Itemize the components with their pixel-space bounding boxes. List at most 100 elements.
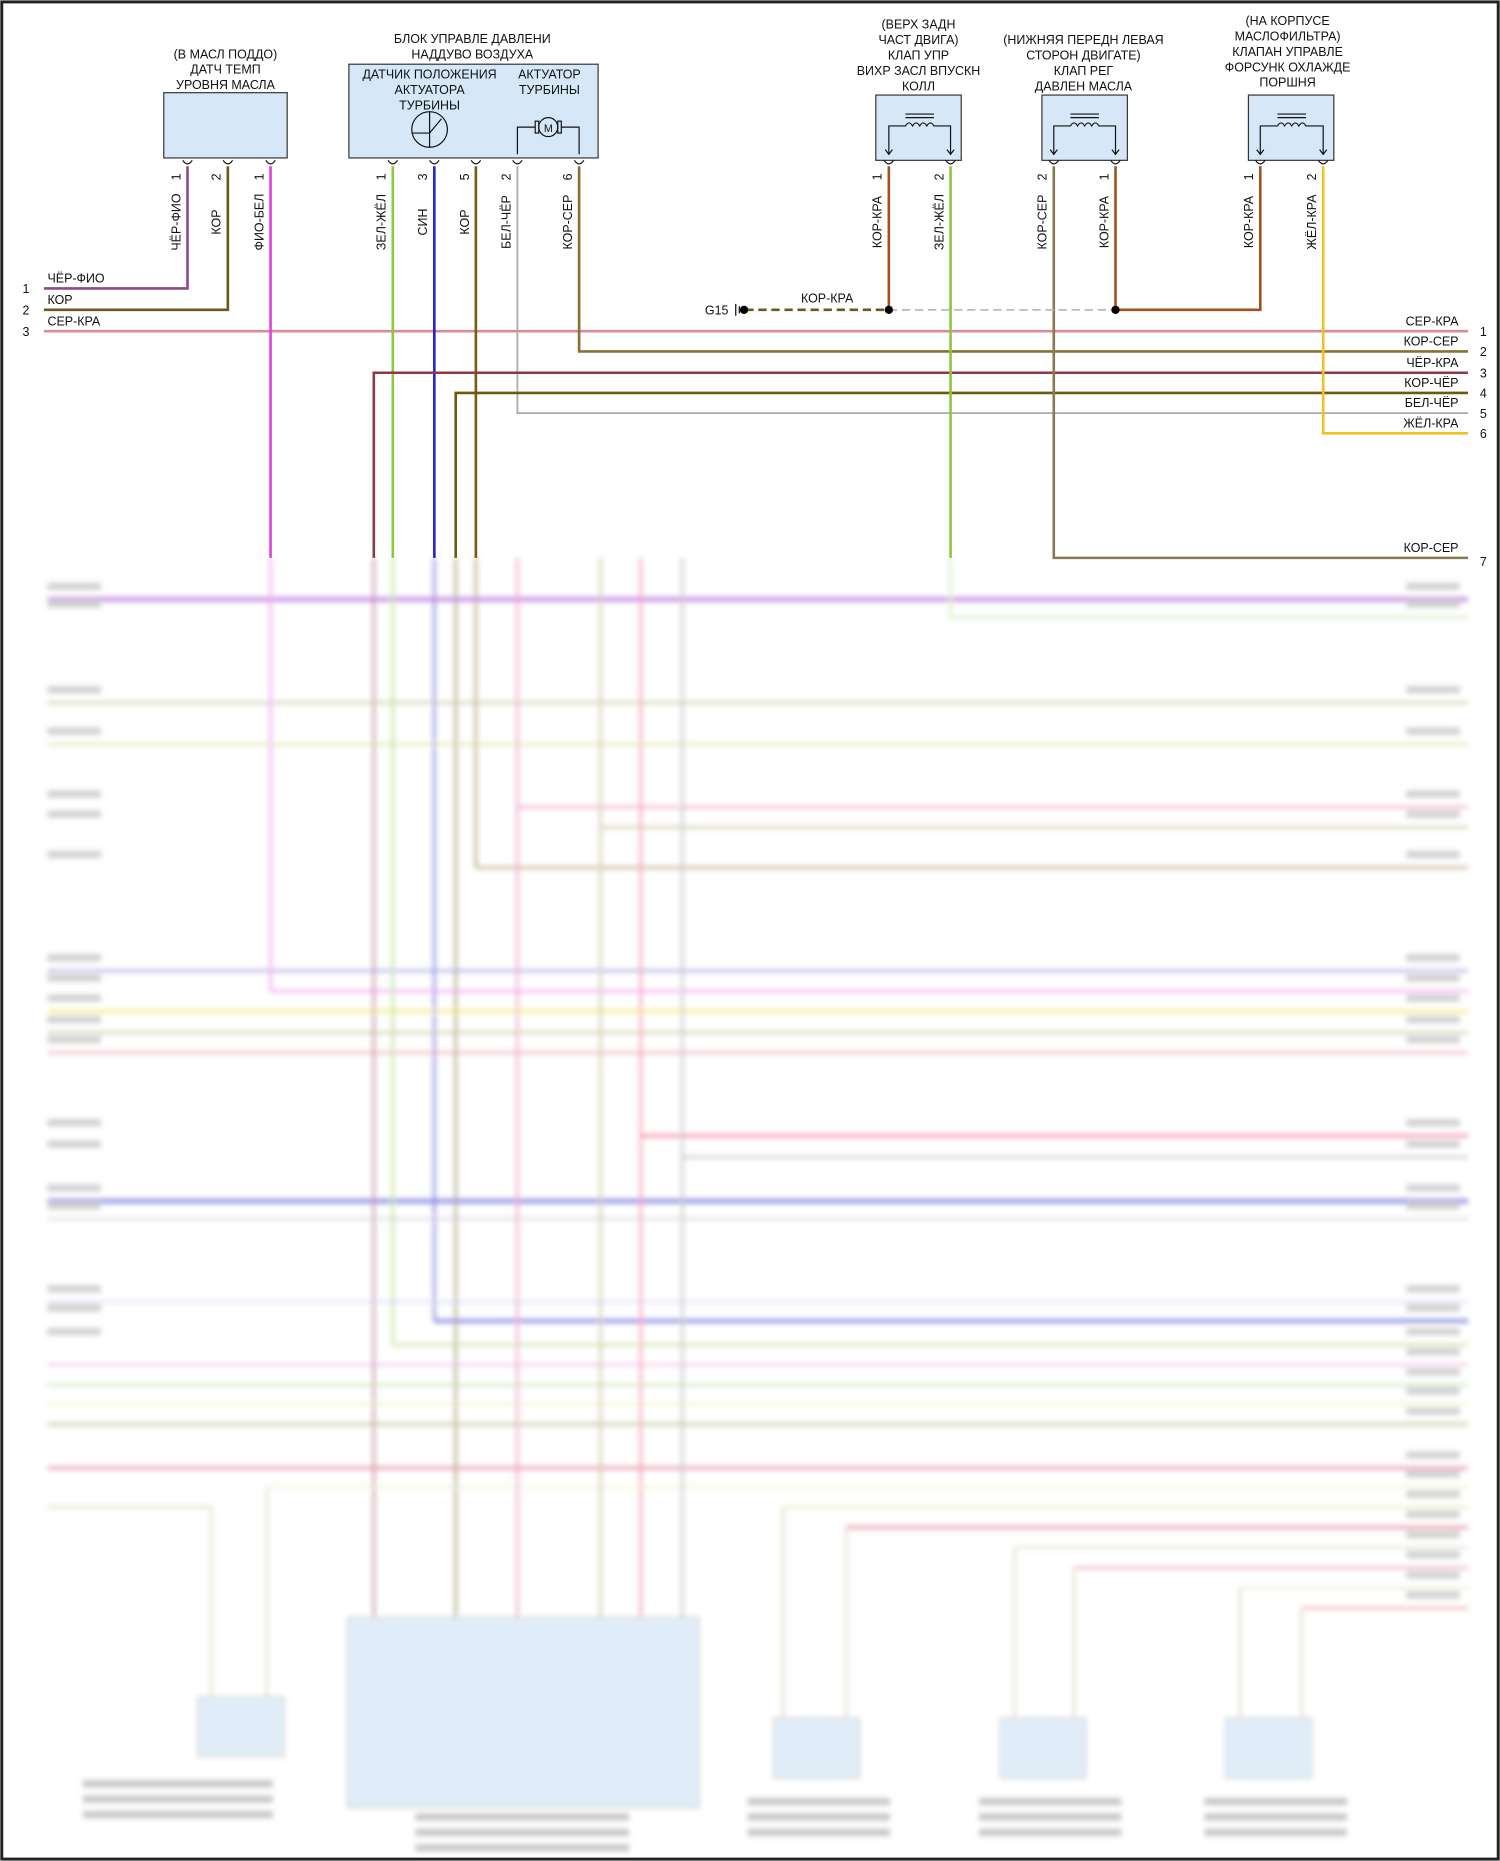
pin-number: 1: [252, 173, 266, 180]
right-pin-number: 6: [1480, 427, 1487, 441]
pin-number: 1: [1242, 173, 1256, 180]
wire-cher-kra: [372, 371, 1468, 558]
svg-text:(ВЕРХ ЗАДН: (ВЕРХ ЗАДН: [882, 18, 956, 32]
svg-text:ВИХР ЗАСЛ ВПУСКН: ВИХР ЗАСЛ ВПУСКН: [857, 64, 981, 78]
right-pin-number: 2: [1480, 345, 1487, 359]
solenoid-coil-icon: [1049, 113, 1120, 156]
svg-text:КОЛЛ: КОЛЛ: [902, 79, 935, 93]
pin-wire-label: КОР: [210, 209, 224, 234]
svg-text:ПОРШНЯ: ПОРШНЯ: [1259, 76, 1315, 90]
left-wire-label: КОР: [47, 293, 72, 307]
pin-wire-label: ФИО-БЕЛ: [252, 194, 266, 251]
pin-number: 5: [458, 173, 472, 180]
solenoid-icons: [884, 113, 1328, 156]
svg-text:(В МАСЛ ПОДДО): (В МАСЛ ПОДДО): [174, 47, 278, 61]
blurred-lower-section: [47, 557, 1468, 1852]
right-pin-number: 7: [1480, 555, 1487, 569]
oil-temp-sensor: (В МАСЛ ПОДДО) ДАТЧ ТЕМП УРОВНЯ МАСЛА: [163, 47, 288, 159]
motor-icon: [516, 117, 580, 155]
pin-number: 1: [1097, 173, 1111, 180]
svg-text:СТОРОН ДВИГАТЕ): СТОРОН ДВИГАТЕ): [1026, 48, 1140, 62]
right-wire-label: КОР-СЕР: [1404, 541, 1459, 555]
svg-text:(НИЖНЯЯ ПЕРЕДН ЛЕВАЯ: (НИЖНЯЯ ПЕРЕДН ЛЕВАЯ: [1003, 33, 1163, 47]
pin-wire-label: КОР-КРА: [1242, 195, 1256, 248]
wire-kor-ser-2: [1052, 166, 1468, 560]
pin-wire-label: КОР-СЕР: [1036, 195, 1050, 250]
right-wire-label: БЕЛ-ЧЁР: [1405, 396, 1459, 410]
pin-terminal: [573, 159, 585, 165]
right-pin-number: 1: [1480, 325, 1487, 339]
piston-cooling-valve: (НА КОРПУСЕ МАСЛОФИЛЬТРА) КЛАПАН УПРАВЛЕ…: [1225, 14, 1351, 161]
pin-terminal: [1255, 159, 1266, 165]
pin-terminal: [1110, 159, 1121, 165]
pin-terminal: [470, 159, 482, 165]
connector-labels: 1 ЧЁР-ФИО 2 КОР 3 СЕР-КРА СЕР-КРА 1 КОР-СЕР 2 ЧЁР-…: [23, 272, 1487, 570]
svg-text:ФОРСУНК ОХЛАЖДЕ: ФОРСУНК ОХЛАЖДЕ: [1225, 60, 1351, 74]
pin-wire-label: ЗЕЛ-ЖЁЛ: [375, 194, 389, 250]
ground-label: G15: [705, 304, 729, 318]
wires: [43, 166, 1468, 560]
svg-text:ДАВЛЕН МАСЛА: ДАВЛЕН МАСЛА: [1035, 79, 1133, 93]
svg-text:МАСЛОФИЛЬТРА): МАСЛОФИЛЬТРА): [1235, 29, 1341, 43]
pin-terminal: [182, 159, 193, 165]
pin-terminal: [429, 159, 440, 165]
solenoid-coil-icon: [884, 113, 955, 156]
left-wire-label: СЕР-КРА: [47, 314, 100, 328]
right-pin-number: 5: [1480, 407, 1487, 421]
pin-wire-label: КОР-КРА: [1097, 195, 1111, 248]
solenoid-coil-icon: [1256, 113, 1328, 156]
pin-terminal: [1048, 159, 1060, 165]
wire-kor-cher: [454, 391, 1468, 558]
pin-number: 1: [169, 173, 183, 180]
pin-number: 6: [561, 173, 575, 180]
right-wire-label: ЖЁЛ-КРА: [1403, 416, 1459, 430]
pin-wire-label: ЖЁЛ-КРА: [1305, 194, 1319, 250]
right-wire-label: ЧЁР-КРА: [1406, 356, 1459, 370]
pin-number: 3: [416, 173, 430, 180]
ground-wire-label: КОР-КРА: [801, 292, 854, 306]
pin-wire-label: КОР-КРА: [871, 195, 885, 248]
pin-terminal: [222, 159, 234, 165]
pin-terminal: [512, 159, 523, 165]
wire-kor-ser: [577, 166, 1468, 353]
svg-text:АКТУАТОР: АКТУАТОР: [518, 67, 581, 81]
svg-text:КЛАП УПР: КЛАП УПР: [888, 48, 949, 62]
pin-number: 2: [210, 173, 224, 180]
svg-text:ЧАСТ ДВИГА): ЧАСТ ДВИГА): [878, 33, 958, 47]
right-wire-label: КОР-СЕР: [1404, 334, 1459, 348]
pin-wire-label: КОР-СЕР: [561, 195, 575, 250]
svg-text:ТУРБИНЫ: ТУРБИНЫ: [519, 83, 580, 97]
pin-wire-label: ЗЕЛ-ЖЁЛ: [932, 194, 946, 250]
wire-kor: [43, 166, 230, 312]
right-wire-label: СЕР-КРА: [1406, 314, 1459, 328]
ground-icon: [739, 305, 749, 315]
pin-wire-label: БЕЛ-ЧЁР: [499, 195, 513, 249]
pin-labels: 1 ЧЁР-ФИО 2 КОР 1 ФИО-БЕЛ 1 ЗЕЛ-ЖЁЛ 3 СИН 5 КОР 2 БЕЛ…: [169, 159, 1329, 251]
svg-text:КЛАПАН УПРАВЛЕ: КЛАПАН УПРАВЛЕ: [1232, 45, 1343, 59]
ground-symbol: [735, 303, 740, 316]
svg-text:ТУРБИНЫ: ТУРБИНЫ: [399, 98, 460, 112]
svg-text:ДАТЧ ТЕМП: ДАТЧ ТЕМП: [190, 63, 260, 77]
pin-terminal: [265, 159, 276, 165]
wire-bel-cher: [516, 166, 1468, 414]
svg-text:КЛАП РЕГ: КЛАП РЕГ: [1054, 64, 1114, 78]
left-pin-number: 1: [23, 282, 30, 296]
pin-number: 2: [1036, 173, 1050, 180]
pin-terminal: [1317, 159, 1329, 165]
wire-kor-kra-2: [1114, 166, 1262, 312]
left-wire-label: ЧЁР-ФИО: [47, 272, 104, 286]
pin-number: 1: [375, 173, 389, 180]
right-wire-label: КОР-ЧЁР: [1404, 376, 1458, 390]
pin-number: 2: [932, 173, 946, 180]
oil-pressure-valve: (НИЖНЯЯ ПЕРЕДН ЛЕВАЯ СТОРОН ДВИГАТЕ) КЛА…: [1003, 33, 1164, 161]
splice-dot: [884, 305, 893, 315]
pin-number: 2: [1305, 173, 1319, 180]
right-pin-number: 3: [1480, 366, 1487, 380]
pin-terminal: [945, 159, 956, 165]
left-pin-number: 2: [23, 304, 30, 318]
pin-wire-label: КОР: [458, 209, 472, 234]
svg-text:УРОВНЯ МАСЛА: УРОВНЯ МАСЛА: [176, 78, 276, 92]
